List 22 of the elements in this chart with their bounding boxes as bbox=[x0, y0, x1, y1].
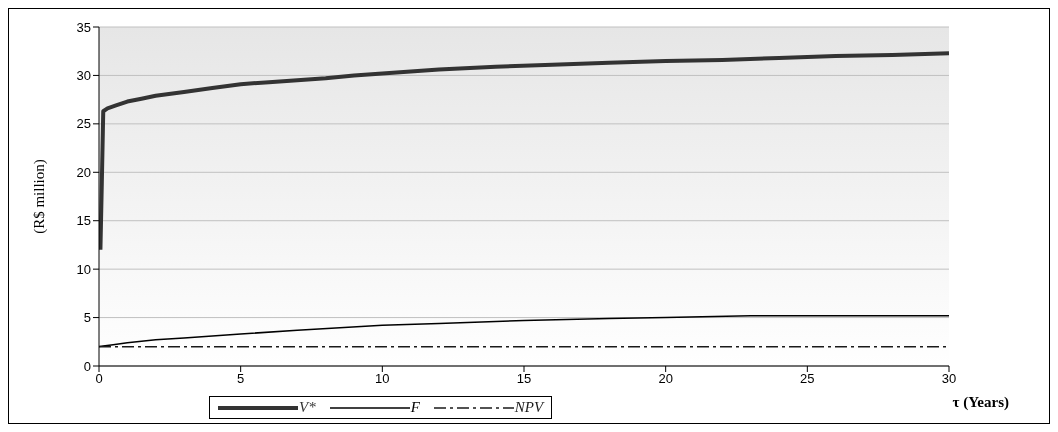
y-tick-label: 0 bbox=[83, 358, 91, 374]
text: NPV bbox=[513, 399, 544, 416]
x-axis-title: τ (Years) bbox=[952, 394, 1009, 411]
y-tick-label: 35 bbox=[76, 19, 91, 35]
y-tick-label: 20 bbox=[76, 164, 91, 180]
y-tick-label: 10 bbox=[76, 261, 91, 277]
x-tick-label: 30 bbox=[941, 371, 957, 387]
x-tick-label: 5 bbox=[237, 371, 245, 387]
text: V* bbox=[298, 399, 316, 416]
line-series bbox=[99, 314, 949, 348]
y-tick-label: 5 bbox=[83, 310, 91, 326]
x-tick-label: 10 bbox=[375, 371, 390, 387]
x-tick-label: 25 bbox=[800, 371, 815, 387]
text: F bbox=[409, 399, 420, 416]
y-axis-title: (R$ million) bbox=[31, 159, 49, 234]
y-tick-label: 25 bbox=[76, 116, 91, 132]
x-tick-label: 0 bbox=[95, 371, 103, 387]
x-tick-label: 15 bbox=[516, 371, 532, 387]
y-tick-label: 15 bbox=[76, 213, 91, 229]
line-series bbox=[99, 51, 949, 252]
y-tick-label: 30 bbox=[76, 68, 91, 84]
x-tick-label: 20 bbox=[658, 371, 673, 387]
